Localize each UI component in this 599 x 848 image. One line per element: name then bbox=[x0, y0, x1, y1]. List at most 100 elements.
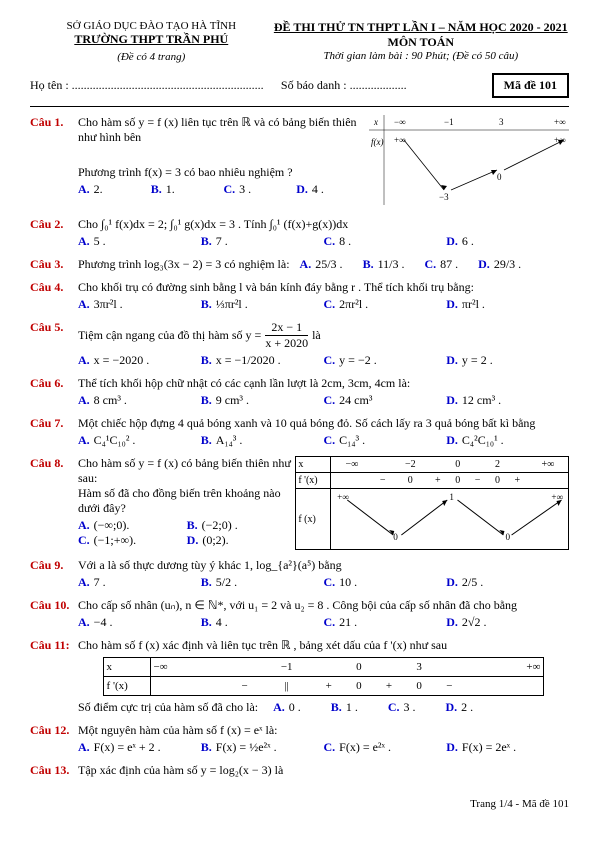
frac-top: 2x − 1 bbox=[271, 320, 302, 335]
svg-text:−1: −1 bbox=[444, 117, 454, 127]
question-5: Câu 5. Tiệm cận ngang của đồ thị hàm số … bbox=[30, 320, 569, 368]
q-sub: Số điểm cực trị của hàm số đã cho là: bbox=[78, 700, 258, 715]
opt-d: 12 cm³ . bbox=[462, 393, 501, 408]
opt-b-label: B. bbox=[151, 182, 162, 197]
opt-b: 11/3 . bbox=[378, 257, 405, 271]
q-num: Câu 10. bbox=[30, 598, 78, 613]
svg-text:3: 3 bbox=[499, 117, 504, 127]
exam-code: Mã đề 101 bbox=[492, 73, 569, 98]
question-13: Câu 13. Tập xác định của hàm số y = log₂… bbox=[30, 763, 569, 778]
opt-b: 1 . bbox=[346, 700, 358, 714]
q8-chart: x −∞ −2 0 2 +∞ f '(x) − 0 bbox=[295, 456, 569, 550]
q-num: Câu 4. bbox=[30, 280, 78, 295]
opt-b: ⅓πr²l . bbox=[216, 297, 248, 312]
opt-b: 5/2 . bbox=[216, 575, 237, 590]
opt-a: 25/3 . bbox=[315, 257, 342, 271]
question-2: Câu 2. Cho ∫₀¹ f(x)dx = 2; ∫₀¹ g(x)dx = … bbox=[30, 217, 569, 249]
q-sub: Phương trình f(x) = 3 có bao nhiêu nghiệ… bbox=[78, 165, 369, 180]
frac-bot: x + 2020 bbox=[265, 335, 308, 351]
opt-c: 10 . bbox=[339, 575, 357, 590]
question-1: Câu 1. Cho hàm số y = f (x) liên tục trê… bbox=[30, 115, 569, 209]
page-footer: Trang 1/4 - Mã đề 101 bbox=[30, 798, 569, 810]
opt-a: 3πr²l . bbox=[94, 297, 123, 312]
opt-b: 7 . bbox=[216, 234, 228, 249]
sbd-field: Số báo danh : ................... bbox=[281, 78, 482, 93]
opt-c-label: C. bbox=[224, 182, 236, 197]
opt-d: πr²l . bbox=[462, 297, 485, 312]
q-num: Câu 8. bbox=[30, 456, 78, 471]
q-num: Câu 12. bbox=[30, 723, 78, 738]
opt-a: −4 . bbox=[94, 615, 113, 630]
svg-text:0: 0 bbox=[394, 532, 399, 542]
opt-a: 5 . bbox=[94, 234, 106, 249]
opt-c: 2πr²l . bbox=[339, 297, 368, 312]
opt-a: x = −2020 . bbox=[94, 353, 150, 368]
svg-text:0: 0 bbox=[506, 532, 511, 542]
svg-text:f(x): f(x) bbox=[371, 137, 384, 147]
q1-chart: x f(x) −∞ −1 3 +∞ +∞ +∞ −3 0 bbox=[369, 115, 569, 209]
opt-a: C₄¹C₁₀² . bbox=[94, 433, 136, 448]
opt-d: C₄²C₁₀¹ . bbox=[462, 433, 504, 448]
opt-d: F(x) = 2eˣ . bbox=[462, 740, 516, 755]
q-text-post: là bbox=[312, 328, 321, 343]
time-label: Thời gian làm bài : 90 Phút; (Đề có 50 c… bbox=[273, 50, 569, 62]
opt-b: 9 cm³ . bbox=[216, 393, 249, 408]
header-left: SỞ GIÁO DỤC ĐÀO TẠO HÀ TĨNH TRƯỜNG THPT … bbox=[30, 20, 273, 63]
q-text: Phương trình log₃(3x − 2) = 3 có nghiệm … bbox=[78, 257, 290, 272]
q-num: Câu 6. bbox=[30, 376, 78, 391]
question-7: Câu 7. Một chiếc hộp đựng 4 quả bóng xan… bbox=[30, 416, 569, 448]
q-text: Tập xác định của hàm số y = log₂(x − 3) … bbox=[78, 763, 569, 778]
opt-a: F(x) = eˣ + 2 . bbox=[94, 740, 161, 755]
opt-d: y = 2 . bbox=[462, 353, 493, 368]
question-10: Câu 10. Cho cấp số nhân (uₙ), n ∈ ℕ*, vớ… bbox=[30, 598, 569, 630]
question-3: Câu 3. Phương trình log₃(3x − 2) = 3 có … bbox=[30, 257, 569, 272]
opt-c: 21 . bbox=[339, 615, 357, 630]
pages-label: (Đề có 4 trang) bbox=[30, 51, 273, 63]
opt-b: F(x) = ½e²ˣ . bbox=[216, 740, 277, 755]
opt-b: A₁₄³ . bbox=[216, 433, 243, 448]
opt-c: 8 . bbox=[339, 234, 351, 249]
options: A.2. B.1. C.3 . D.4 . bbox=[78, 182, 369, 197]
q-num: Câu 1. bbox=[30, 115, 78, 130]
question-12: Câu 12. Một nguyên hàm của hàm số f (x) … bbox=[30, 723, 569, 755]
q-body: Cho hàm số y = f (x) liên tục trên ℝ và … bbox=[78, 115, 569, 209]
opt-a-label: A. bbox=[78, 182, 90, 197]
divider bbox=[30, 106, 569, 107]
subject-label: MÔN TOÁN bbox=[273, 35, 569, 50]
q-text: Một chiếc hộp đựng 4 quả bóng xanh và 10… bbox=[78, 416, 569, 431]
opt-d: 2 . bbox=[461, 700, 473, 714]
q-text: Cho hàm số f (x) xác định và liên tục tr… bbox=[78, 638, 569, 653]
opt-a: 7 . bbox=[94, 575, 106, 590]
q-text: Cho hàm số y = f (x) liên tục trên ℝ và … bbox=[78, 115, 369, 145]
opt-c: 87 . bbox=[440, 257, 458, 271]
dept-label: SỞ GIÁO DỤC ĐÀO TẠO HÀ TĨNH bbox=[30, 20, 273, 32]
header-right: ĐỀ THI THỬ TN THPT LẦN I – NĂM HỌC 2020 … bbox=[273, 20, 569, 63]
q-num: Câu 5. bbox=[30, 320, 78, 335]
opt-d-label: D. bbox=[296, 182, 308, 197]
question-8: Câu 8. Cho hàm số y = f (x) có bảng biến… bbox=[30, 456, 569, 550]
svg-text:x: x bbox=[373, 117, 378, 127]
q-num: Câu 9. bbox=[30, 558, 78, 573]
svg-text:−∞: −∞ bbox=[394, 117, 406, 127]
svg-text:+∞: +∞ bbox=[394, 135, 406, 145]
exam-title: ĐỀ THI THỬ TN THPT LẦN I – NĂM HỌC 2020 … bbox=[273, 20, 569, 35]
q-text: Với a là số thực dương tùy ý khác 1, log… bbox=[78, 558, 569, 573]
q-text-pre: Tiệm cận ngang của đồ thị hàm số y = bbox=[78, 328, 261, 343]
question-6: Câu 6. Thể tích khối hộp chữ nhật có các… bbox=[30, 376, 569, 408]
opt-a: 0 . bbox=[289, 700, 301, 714]
header: SỞ GIÁO DỤC ĐÀO TẠO HÀ TĨNH TRƯỜNG THPT … bbox=[30, 20, 569, 63]
q-text: Một nguyên hàm của hàm số f (x) = eˣ là: bbox=[78, 723, 569, 738]
opt-d: 29/3 . bbox=[494, 257, 521, 271]
svg-text:+∞: +∞ bbox=[554, 117, 566, 127]
opt-c: F(x) = e²ˣ . bbox=[339, 740, 391, 755]
q-text: Thể tích khối hộp chữ nhật có các cạnh l… bbox=[78, 376, 569, 391]
opt-a: 2. bbox=[94, 182, 103, 197]
svg-text:1: 1 bbox=[450, 492, 455, 502]
opt-b: (−2;0) . bbox=[202, 518, 238, 533]
name-field: Họ tên : ...............................… bbox=[30, 78, 281, 93]
opt-d: 2/5 . bbox=[462, 575, 483, 590]
school-label: TRƯỜNG THPT TRẦN PHÚ bbox=[30, 32, 273, 47]
q-num: Câu 7. bbox=[30, 416, 78, 431]
opt-d: (0;2). bbox=[202, 533, 228, 548]
variation-chart: x f(x) −∞ −1 3 +∞ +∞ +∞ −3 0 bbox=[369, 115, 569, 205]
